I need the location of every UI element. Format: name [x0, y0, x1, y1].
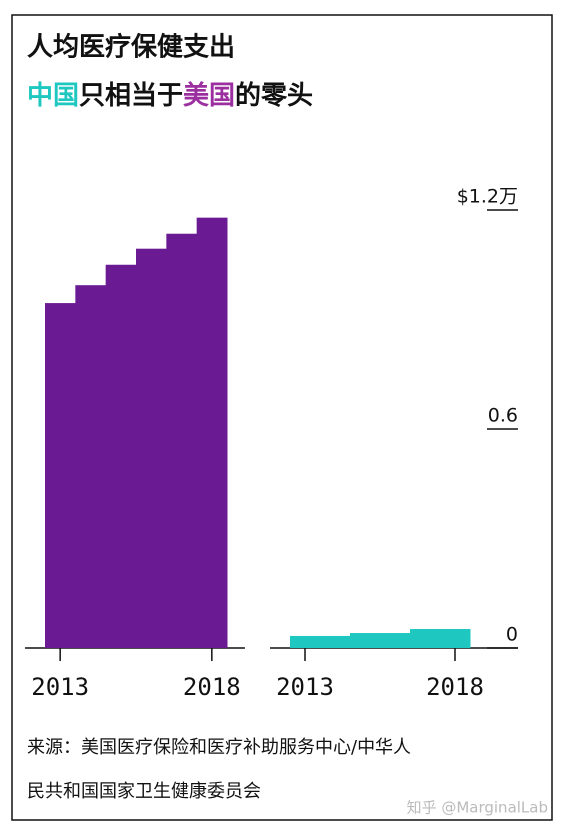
bar — [320, 635, 351, 648]
bar — [290, 635, 321, 648]
x-tick-label: 2013 — [276, 673, 334, 701]
x-tick-label: 2013 — [31, 673, 89, 701]
frame — [11, 14, 553, 821]
bar — [45, 303, 76, 648]
y-tick-label: 0 — [506, 624, 518, 646]
subtitle-part: 的零头 — [235, 80, 313, 111]
bar — [196, 217, 228, 649]
y-tick-label: $1.2万 — [457, 186, 518, 208]
bar — [440, 629, 471, 648]
subtitle-part: 只相当于 — [79, 81, 183, 111]
watermark: 知乎 @MarginalLab — [407, 799, 548, 817]
x-tick-label: 2018 — [426, 673, 484, 701]
source: 民共和国国家卫生健康委员会 — [27, 781, 261, 802]
chart-subtitle: 中国只相当于美国的零头 — [27, 80, 313, 111]
bar — [410, 629, 441, 648]
subtitle-part: 美国 — [183, 80, 235, 111]
bar — [380, 633, 411, 648]
x-tick-label: 2018 — [183, 673, 241, 701]
bar — [105, 264, 137, 648]
bar — [136, 248, 167, 648]
subtitle-part: 中国 — [27, 81, 79, 111]
y-tick-label: 0.6 — [488, 405, 518, 427]
bar — [166, 233, 198, 648]
bar — [75, 285, 107, 648]
bar — [350, 633, 381, 648]
source: 来源：美国医疗保险和医疗补助服务中心/中华人 — [27, 737, 411, 758]
chart-title: 人均医疗保健支出 — [27, 32, 235, 63]
